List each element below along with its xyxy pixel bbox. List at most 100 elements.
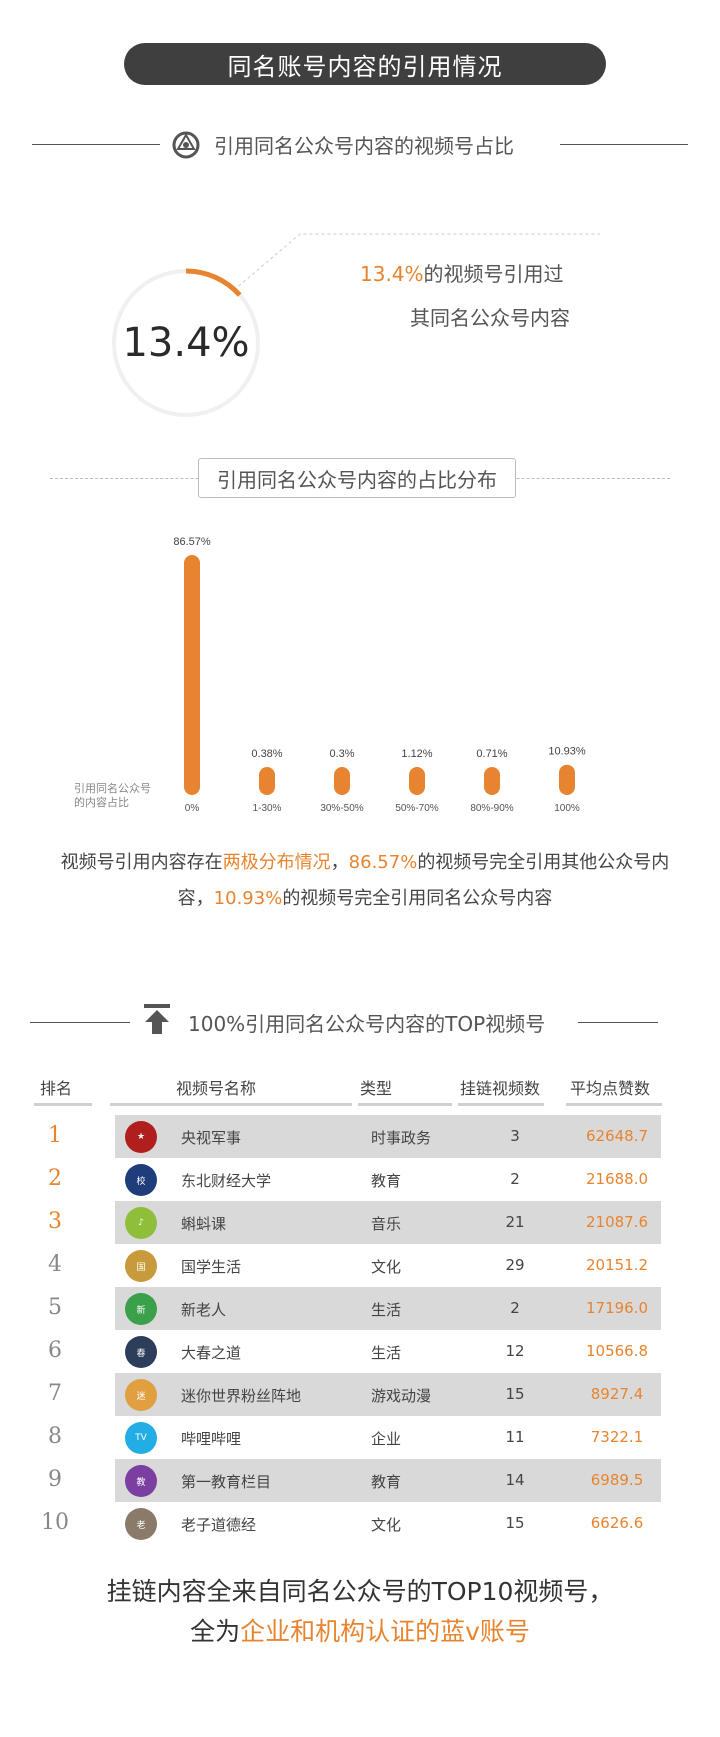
divider-left — [32, 144, 160, 145]
rank-number: 5 — [48, 1295, 62, 1320]
divider-right — [578, 1022, 658, 1023]
header-underline — [110, 1103, 352, 1106]
rank-number: 9 — [48, 1467, 62, 1492]
bar-value-label: 0.38% — [251, 748, 282, 760]
section-heading: 引用同名公众号内容的视频号占比 — [172, 130, 514, 159]
y-axis-label: 的内容占比 — [74, 795, 129, 809]
distribution-bar-chart: 86.57% 0% 0.38% 1-30% 0.3% 30%-50% 1.12% 50%-70… — [74, 536, 586, 814]
table-row[interactable]: 教 第一教育栏目 教育 14 6989.5 — [115, 1459, 661, 1502]
link-count: 3 — [510, 1127, 520, 1145]
divider-right — [560, 144, 688, 145]
category-label: 30%-50% — [320, 803, 363, 814]
category-label: 1-30% — [253, 803, 282, 814]
link-count: 15 — [505, 1514, 525, 1532]
summary-text: ， — [330, 852, 349, 873]
callout-text-2: 其同名公众号内容 — [410, 306, 570, 330]
avatar: 老 — [125, 1508, 157, 1540]
avg-likes: 17196.0 — [585, 1299, 649, 1317]
bar — [184, 555, 200, 795]
avg-likes: 10566.8 — [585, 1342, 649, 1360]
summary-highlight: 10.93% — [213, 888, 283, 909]
table-row[interactable]: 新 新老人 生活 2 17196.0 — [115, 1287, 661, 1330]
summary-text: 视频号引用内容存在 — [60, 852, 223, 873]
table-row[interactable]: 校 东北财经大学 教育 2 21688.0 — [115, 1158, 661, 1201]
gauge-value: 13.4% — [122, 320, 250, 366]
divider-left — [30, 1022, 130, 1023]
avatar: ♪ — [125, 1207, 157, 1239]
header-underline — [34, 1103, 92, 1106]
callout-text: 13.4%的视频号引用过 — [360, 258, 564, 287]
table-row[interactable]: 迷 迷你世界粉丝阵地 游戏动漫 15 8927.4 — [115, 1373, 661, 1416]
percentage-gauge: 13.4% — [108, 265, 264, 421]
y-axis-label: 引用同名公众号 — [74, 781, 151, 795]
link-count: 11 — [505, 1428, 525, 1446]
header-underline — [458, 1103, 544, 1106]
section-heading-text: 引用同名公众号内容的视频号占比 — [214, 134, 514, 158]
footer-line-1: 挂链内容全来自同名公众号的TOP10视频号， — [106, 1577, 614, 1606]
rank-number: 1 — [48, 1123, 62, 1148]
channel-type: 文化 — [371, 1516, 402, 1534]
channel-type: 企业 — [371, 1430, 402, 1448]
table-row[interactable]: TV 哔哩哔哩 企业 11 7322.1 — [115, 1416, 661, 1459]
channel-type: 生活 — [371, 1301, 402, 1319]
rank-number: 4 — [48, 1252, 62, 1277]
category-label: 100% — [554, 803, 580, 814]
link-count: 12 — [505, 1342, 525, 1360]
category-label: 50%-70% — [395, 803, 438, 814]
avg-likes: 21688.0 — [585, 1170, 649, 1188]
avatar: 国 — [125, 1250, 157, 1282]
avg-likes: 62648.7 — [585, 1127, 649, 1145]
avg-likes: 6989.5 — [590, 1471, 644, 1489]
table-row[interactable]: 春 大春之道 生活 12 10566.8 — [115, 1330, 661, 1373]
bar-value-label: 86.57% — [173, 536, 211, 548]
distribution-heading: 引用同名公众号内容的占比分布 — [198, 458, 516, 498]
bar — [259, 767, 275, 795]
page-title: 同名账号内容的引用情况 — [124, 43, 606, 85]
category-label: 0% — [185, 803, 200, 814]
channel-name: 央视军事 — [181, 1129, 242, 1147]
top-section-heading: 100%引用同名公众号内容的TOP视频号 — [188, 1012, 546, 1036]
avg-likes: 6626.6 — [590, 1514, 644, 1532]
avg-likes: 7322.1 — [590, 1428, 644, 1446]
summary-text: 的视频号完全引用其他公众号内容， — [177, 852, 670, 909]
avatar: 新 — [125, 1293, 157, 1325]
channel-type: 游戏动漫 — [371, 1387, 432, 1405]
channel-name: 大春之道 — [181, 1344, 242, 1362]
footer-line-2: 全为企业和机构认证的蓝v账号 — [0, 1612, 720, 1648]
channel-type: 音乐 — [371, 1215, 402, 1233]
channel-type: 生活 — [371, 1344, 402, 1362]
summary-highlight: 两极分布情况 — [222, 852, 331, 873]
rank-number: 10 — [41, 1510, 69, 1535]
col-header-links: 挂链视频数 — [460, 1079, 541, 1098]
col-header-name: 视频号名称 — [176, 1079, 257, 1098]
avg-likes: 21087.6 — [585, 1213, 649, 1231]
bar — [334, 767, 350, 795]
link-count: 15 — [505, 1385, 525, 1403]
channel-name: 第一教育栏目 — [181, 1473, 272, 1491]
table-row[interactable]: ♪ 蝌蚪课 音乐 21 21087.6 — [115, 1201, 661, 1244]
table-row[interactable]: 老 老子道德经 文化 15 6626.6 — [115, 1502, 661, 1545]
channel-type: 教育 — [371, 1172, 402, 1190]
col-header-rank: 排名 — [40, 1079, 73, 1098]
rank-number: 7 — [48, 1381, 62, 1406]
avatar: TV — [125, 1422, 157, 1454]
avg-likes: 20151.2 — [585, 1256, 649, 1274]
arrow-up-icon — [144, 1004, 170, 1034]
rank-number: 3 — [48, 1209, 62, 1234]
footer-highlight: 企业和机构认证的蓝v账号 — [240, 1617, 530, 1646]
link-count: 2 — [510, 1170, 520, 1188]
avatar: 春 — [125, 1336, 157, 1368]
channel-type: 教育 — [371, 1473, 402, 1491]
summary-text: 的视频号完全引用同名公众号内容 — [282, 888, 553, 909]
channel-name: 蝌蚪课 — [181, 1215, 227, 1233]
summary-highlight: 86.57% — [348, 852, 418, 873]
avatar: 校 — [125, 1164, 157, 1196]
avatar: ★ — [125, 1121, 157, 1153]
bar-value-label: 0.3% — [329, 748, 354, 760]
channel-type: 时事政务 — [371, 1129, 432, 1147]
category-label: 80%-90% — [470, 803, 513, 814]
table-row[interactable]: ★ 央视军事 时事政务 3 62648.7 — [115, 1115, 661, 1158]
header-underline — [358, 1103, 452, 1106]
table-row[interactable]: 国 国学生活 文化 29 20151.2 — [115, 1244, 661, 1287]
channel-name: 东北财经大学 — [181, 1172, 272, 1190]
